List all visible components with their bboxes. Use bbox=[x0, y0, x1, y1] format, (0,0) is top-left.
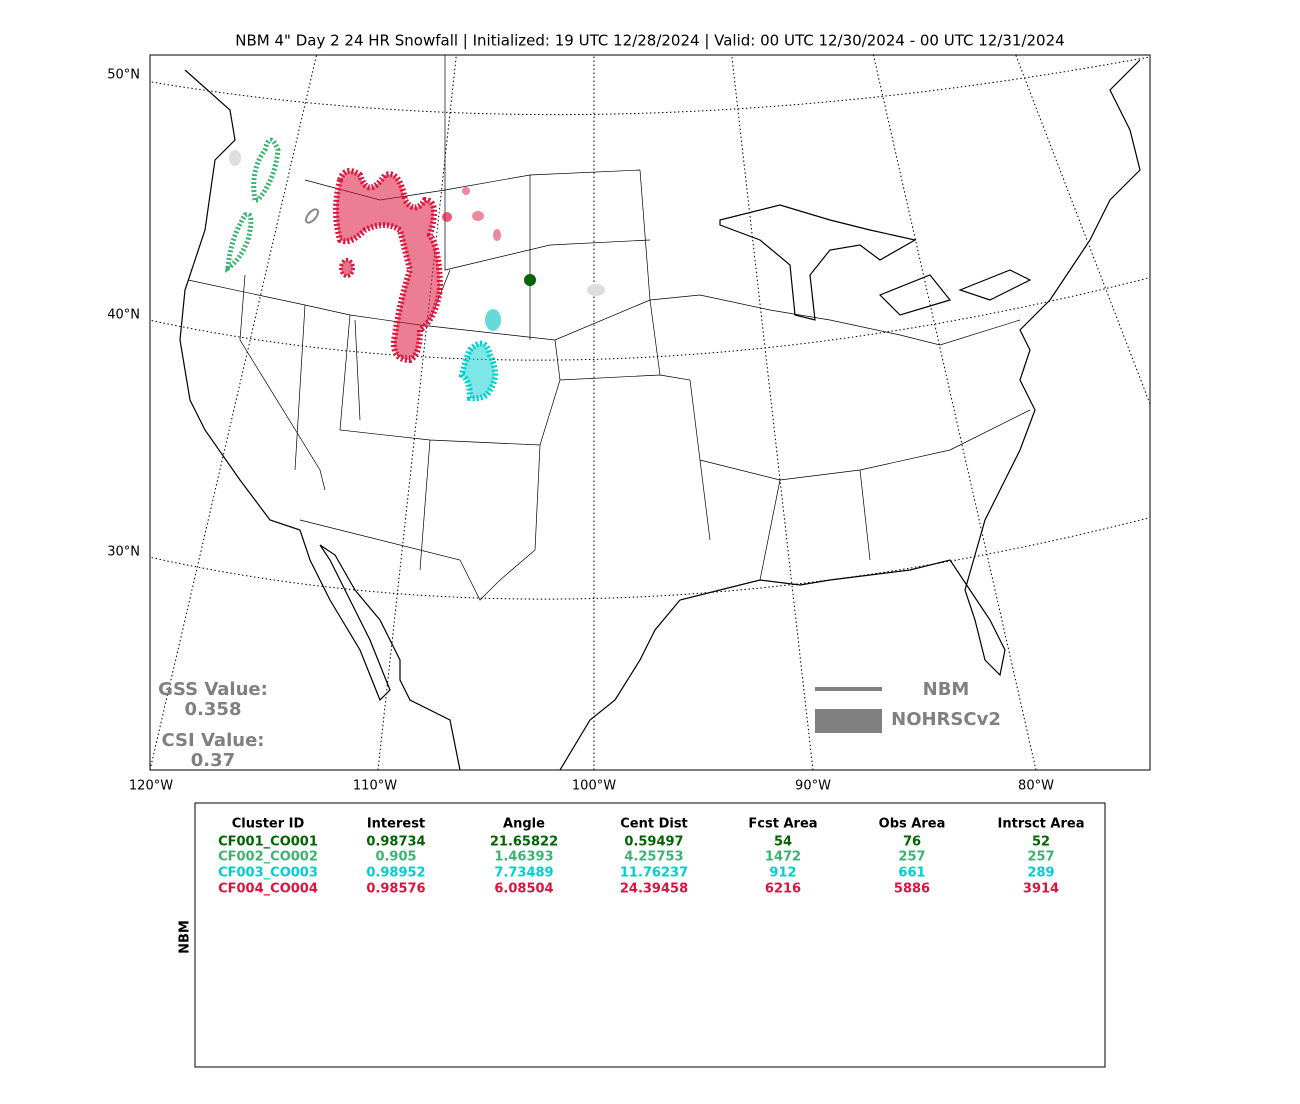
table-cell: 661 bbox=[898, 866, 925, 881]
parallel bbox=[150, 517, 1150, 600]
coastline bbox=[559, 59, 1141, 770]
legend-label: NOHRSCv2 bbox=[891, 709, 1001, 730]
table-header: Angle bbox=[503, 817, 545, 832]
table-cell: 21.65822 bbox=[490, 835, 558, 850]
table-cell: 912 bbox=[769, 866, 796, 881]
meridian bbox=[731, 55, 814, 770]
meridian bbox=[1015, 55, 1150, 406]
table-cell: 6216 bbox=[765, 882, 801, 897]
fcst-object bbox=[225, 211, 254, 273]
csi-label: CSI Value: bbox=[162, 730, 265, 751]
fcst-object bbox=[305, 208, 319, 224]
table-side-label: NBM bbox=[178, 920, 193, 954]
table-header: Intrsct Area bbox=[998, 817, 1085, 832]
table-header: Cent Dist bbox=[620, 817, 688, 832]
lon-label: 110°W bbox=[353, 779, 397, 794]
obs-object bbox=[493, 229, 501, 241]
table-cell: 7.73489 bbox=[494, 866, 553, 881]
obs-object bbox=[587, 284, 605, 296]
lat-label: 30°N bbox=[107, 545, 140, 560]
table-cell: 52 bbox=[1032, 835, 1050, 850]
meridian bbox=[150, 55, 318, 770]
table-cell: 24.39458 bbox=[620, 882, 688, 897]
great-lakes bbox=[719, 204, 1032, 321]
table-header: Obs Area bbox=[879, 817, 946, 832]
table-header: Fcst Area bbox=[748, 817, 817, 832]
fcst-object bbox=[251, 137, 281, 203]
parallel bbox=[150, 277, 1150, 361]
table-cell: CF001_CO001 bbox=[218, 835, 318, 850]
table-cell: 0.98952 bbox=[366, 866, 425, 881]
meridian bbox=[377, 55, 457, 770]
table-cell: 5886 bbox=[894, 882, 930, 897]
parallel bbox=[150, 56, 1150, 116]
obs-object bbox=[462, 187, 470, 195]
table-cell: CF002_CO002 bbox=[218, 850, 318, 865]
coastline bbox=[179, 69, 461, 770]
meridian bbox=[872, 55, 1037, 770]
csi-value: 0.37 bbox=[191, 750, 235, 771]
lat-label: 50°N bbox=[107, 68, 140, 83]
table-cell: 54 bbox=[774, 835, 792, 850]
table-header: Interest bbox=[367, 817, 425, 832]
table-cell: 0.98576 bbox=[366, 882, 425, 897]
table-cell: CF004_CO004 bbox=[218, 882, 318, 897]
border bbox=[187, 55, 1031, 601]
table-cell: 0.59497 bbox=[624, 835, 683, 850]
obs-object bbox=[485, 309, 501, 331]
table-cell: 257 bbox=[1027, 850, 1054, 865]
table-cell: 76 bbox=[903, 835, 921, 850]
table-cell: 11.76237 bbox=[620, 866, 688, 881]
lon-label: 90°W bbox=[795, 779, 831, 794]
table-cell: 4.25753 bbox=[624, 850, 683, 865]
obs-object bbox=[442, 212, 452, 222]
table: Cluster ID Interest Angle Cent Dist Fcst Are… bbox=[218, 817, 1084, 897]
map-layer bbox=[150, 55, 1150, 770]
scores: GSS Value: 0.358 CSI Value: 0.37 bbox=[158, 679, 268, 771]
table-cell: 257 bbox=[898, 850, 925, 865]
legend-swatch bbox=[815, 709, 882, 733]
gss-value: 0.358 bbox=[185, 699, 242, 720]
lon-label: 80°W bbox=[1018, 779, 1054, 794]
table-cell: 289 bbox=[1027, 866, 1054, 881]
fcst-object bbox=[524, 274, 536, 286]
table-header: Cluster ID bbox=[232, 817, 305, 832]
fcst-object bbox=[333, 168, 444, 364]
table-cell: CF003_CO003 bbox=[218, 866, 318, 881]
legend-label: NBM bbox=[923, 679, 970, 700]
table-frame bbox=[194, 802, 1106, 1068]
table-cell: 0.98734 bbox=[366, 835, 425, 850]
table-cell: 3914 bbox=[1023, 882, 1059, 897]
obs-object bbox=[472, 211, 484, 221]
obs-object bbox=[229, 150, 241, 166]
lat-label: 40°N bbox=[107, 308, 140, 323]
table-cell: 1.46393 bbox=[494, 850, 553, 865]
title: NBM 4" Day 2 24 HR Snowfall | Initialize… bbox=[235, 32, 1064, 50]
table-cell: 0.905 bbox=[375, 850, 416, 865]
lon-label: 120°W bbox=[129, 779, 173, 794]
table-cell: 6.08504 bbox=[494, 882, 553, 897]
table-cell: 1472 bbox=[765, 850, 801, 865]
fcst-object bbox=[458, 340, 498, 402]
map-frame bbox=[149, 54, 1151, 771]
gss-label: GSS Value: bbox=[158, 679, 268, 700]
fcst-object bbox=[339, 258, 355, 278]
lon-label: 100°W bbox=[572, 779, 616, 794]
